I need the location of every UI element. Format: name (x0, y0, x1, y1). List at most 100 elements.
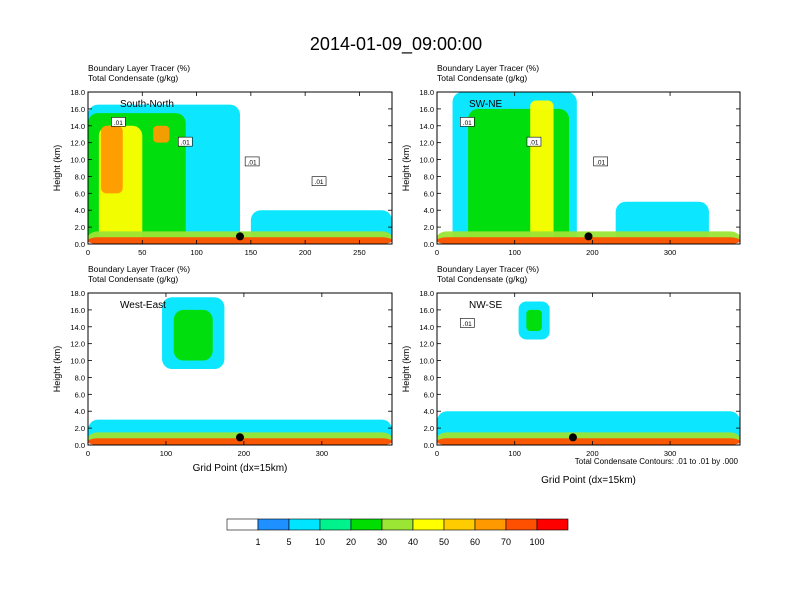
x-axis-label: Grid Point (dx=15km) (541, 475, 636, 486)
contour-label: .01 (181, 140, 190, 147)
contour-label-box (593, 156, 608, 167)
contour-label-box (311, 176, 327, 186)
x-tick-label: 200 (238, 449, 251, 458)
contour-label-box (526, 136, 542, 147)
colorbar-label: 70 (501, 537, 511, 547)
panel-subtitle-tracer: Boundary Layer Tracer (%) (437, 63, 539, 73)
y-tick-label: 10.0 (70, 357, 85, 366)
x-tick-label: 300 (664, 248, 677, 257)
contour-label-box (459, 117, 475, 127)
y-tick-label: 10.0 (419, 156, 434, 165)
y-tick-label: 18.0 (70, 289, 85, 298)
cross-section-label: NW-SE (469, 300, 502, 311)
plot-frame (87, 91, 393, 245)
contour-label-box (111, 117, 126, 127)
tracer-region (437, 237, 740, 244)
tracer-region (153, 125, 170, 143)
y-tick-label: 0.0 (75, 240, 85, 249)
colorbar: 1 5 10 20 30 40 50 60 70 100 (226, 518, 569, 547)
y-axis-label: Height (km) (401, 346, 411, 393)
plot-area (88, 293, 392, 445)
y-axis-label: Height (km) (52, 346, 62, 393)
panel-west-east: Boundary Layer Tracer (%)Total Condensat… (52, 264, 393, 474)
y-tick-label: 6.0 (75, 390, 85, 399)
colorbar-swatch (350, 518, 383, 531)
plot-frame (436, 292, 741, 446)
contour-label: .01 (463, 120, 472, 127)
colorbar-swatch (536, 518, 569, 531)
location-marker (568, 433, 577, 442)
colorbar-label: 60 (470, 537, 480, 547)
plot-frame (436, 91, 741, 245)
y-tick-label: 12.0 (70, 340, 85, 349)
x-tick-label: 0 (435, 248, 439, 257)
cross-section-label: SW-NE (469, 99, 502, 110)
y-tick-label: 4.0 (75, 407, 85, 416)
contour-label: .01 (315, 179, 324, 186)
y-tick-label: 16.0 (419, 105, 434, 114)
panel-subtitle-condensate: Total Condensate (g/kg) (88, 73, 178, 83)
y-tick-label: 12.0 (70, 139, 85, 148)
y-tick-label: 8.0 (75, 373, 85, 382)
colorbar-swatch (443, 518, 476, 531)
panel-subtitle-tracer: Boundary Layer Tracer (%) (88, 264, 190, 274)
x-tick-label: 100 (190, 248, 203, 257)
y-tick-label: 6.0 (75, 189, 85, 198)
panel-subtitle-tracer: Boundary Layer Tracer (%) (437, 264, 539, 274)
y-tick-label: 10.0 (419, 357, 434, 366)
y-tick-label: 0.0 (424, 240, 434, 249)
y-axis-label: Height (km) (52, 145, 62, 192)
x-tick-label: 50 (138, 248, 146, 257)
x-tick-label: 100 (508, 449, 521, 458)
colorbar-label: 10 (315, 537, 325, 547)
y-tick-label: 8.0 (424, 373, 434, 382)
y-tick-label: 0.0 (75, 441, 85, 450)
colorbar-label: 40 (408, 537, 418, 547)
colorbar-swatch (319, 518, 352, 531)
tracer-region (526, 309, 542, 331)
y-tick-label: 6.0 (424, 390, 434, 399)
location-marker (236, 232, 244, 241)
contour-label: .01 (529, 140, 538, 147)
location-marker (236, 433, 244, 442)
y-tick-label: 14.0 (70, 122, 85, 131)
y-tick-label: 2.0 (424, 424, 434, 433)
y-tick-label: 10.0 (70, 156, 85, 165)
y-tick-label: 0.0 (424, 441, 434, 450)
y-tick-label: 14.0 (419, 122, 434, 131)
cross-section-label: South-North (120, 99, 174, 110)
y-tick-label: 2.0 (424, 223, 434, 232)
x-tick-label: 0 (86, 248, 90, 257)
plot-frame (87, 292, 393, 446)
contour-label: .01 (463, 321, 472, 328)
x-tick-label: 200 (299, 248, 312, 257)
colorbar-swatch (226, 518, 259, 531)
x-tick-label: 100 (508, 248, 521, 257)
x-tick-label: 200 (586, 449, 599, 458)
tracer-region (173, 309, 213, 361)
contour-label-box (177, 136, 193, 147)
colorbar-swatch (288, 518, 321, 531)
x-tick-label: 150 (245, 248, 258, 257)
contour-label: .01 (596, 159, 605, 166)
y-tick-label: 18.0 (419, 88, 434, 97)
colorbar-label: 50 (439, 537, 449, 547)
y-tick-label: 8.0 (75, 172, 85, 181)
colorbar-label: 1 (255, 537, 260, 547)
contour-label-box (459, 318, 475, 328)
y-tick-label: 2.0 (75, 223, 85, 232)
colorbar-swatch (474, 518, 507, 531)
location-marker (584, 232, 593, 241)
plot-area: .01 (437, 293, 740, 445)
plot-area: .01 .01 .01 (437, 92, 740, 244)
contour-label: .01 (248, 159, 257, 166)
colorbar-swatch (412, 518, 445, 531)
y-tick-label: 16.0 (70, 105, 85, 114)
plot-area: .01 .01 .01 .01 (88, 92, 392, 244)
y-tick-label: 12.0 (419, 340, 434, 349)
y-tick-label: 12.0 (419, 139, 434, 148)
x-tick-label: 300 (316, 449, 329, 458)
tracer-region (88, 438, 392, 445)
contour-label: .01 (114, 120, 123, 127)
